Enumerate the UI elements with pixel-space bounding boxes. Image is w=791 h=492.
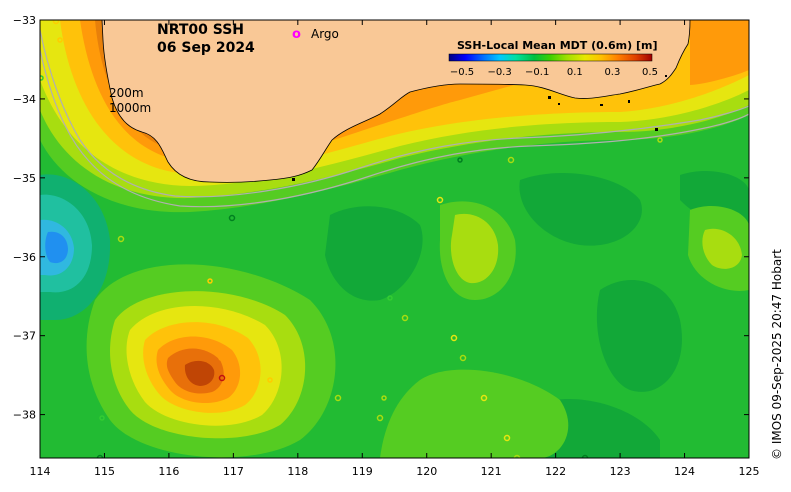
argo-float[interactable] [39, 75, 44, 81]
ssh-contour-high [702, 228, 742, 269]
y-tick-label: −34 [13, 93, 36, 106]
contour-label-200m: 200m [109, 86, 144, 100]
island [665, 75, 667, 77]
island [292, 178, 295, 181]
argo-float[interactable] [459, 354, 467, 362]
argo-float[interactable] [503, 434, 511, 442]
y-tick-label: −36 [13, 251, 36, 264]
x-tick-label: 116 [158, 465, 179, 478]
colorbar-tick-label: −0.1 [525, 67, 549, 78]
map-title: NRT00 SSH [157, 22, 244, 38]
argo-float[interactable] [513, 454, 521, 461]
ssh-contour-low [325, 206, 423, 301]
ssh-contour-low [45, 231, 68, 264]
argo-legend-marker: o [292, 27, 301, 42]
colorbar-tick-label: 0.5 [642, 67, 658, 78]
island [548, 96, 551, 99]
ssh-contour-high [184, 360, 215, 386]
argo-float[interactable] [218, 374, 226, 382]
x-tick-label: 117 [223, 465, 244, 478]
map-date: 06 Sep 2024 [157, 40, 255, 56]
x-tick-label: 120 [416, 465, 437, 478]
ssh-contour-low [596, 280, 682, 392]
x-tick-label: 119 [352, 465, 373, 478]
argo-float[interactable] [507, 156, 515, 164]
argo-float[interactable] [450, 334, 458, 342]
ssh-contour-mid [380, 369, 569, 458]
argo-float[interactable] [381, 395, 387, 401]
x-tick-label: 115 [94, 465, 115, 478]
argo-float[interactable] [480, 394, 488, 402]
x-tick-label: 114 [30, 465, 51, 478]
east-current-orange [690, 20, 749, 85]
island [628, 100, 630, 103]
argo-float[interactable] [436, 196, 444, 204]
argo-floats [39, 19, 663, 461]
x-tick-label: 121 [481, 465, 502, 478]
colorbar-tick-label: −0.5 [450, 67, 474, 78]
x-tick-label: 118 [287, 465, 308, 478]
colorbar-tick-label: 0.1 [567, 67, 583, 78]
ssh-field [39, 19, 749, 461]
bathymetry-200m [40, 29, 749, 198]
bathymetry-1000m [40, 49, 749, 208]
contour-label-1000m: 1000m [109, 101, 151, 115]
island [655, 128, 658, 131]
colorbar-ticks: −0.5 −0.3 −0.1 0.1 0.3 0.5 [450, 67, 658, 78]
argo-float[interactable] [581, 454, 589, 461]
argo-float[interactable] [376, 414, 384, 422]
y-axis: −33 −34 −35 −36 −37 −38 [13, 14, 749, 422]
argo-float[interactable] [99, 415, 105, 421]
argo-float[interactable] [117, 235, 125, 243]
credit-text: © IMOS 09-Sep-2025 20:47 Hobart [770, 249, 784, 460]
argo-float[interactable] [387, 295, 393, 301]
y-tick-label: −37 [13, 330, 36, 343]
y-tick-label: −35 [13, 172, 36, 185]
y-tick-label: −38 [13, 409, 36, 422]
island [600, 104, 603, 106]
ssh-contour-low [519, 172, 642, 246]
argo-float[interactable] [207, 278, 213, 284]
colorbar-ramp [448, 53, 653, 62]
plot-frame [39, 19, 750, 459]
ssh-contour-high [450, 213, 499, 284]
argo-float[interactable] [657, 137, 663, 143]
colorbar-tick-label: 0.3 [604, 67, 620, 78]
argo-legend-label: Argo [311, 27, 339, 41]
x-tick-label: 123 [610, 465, 631, 478]
x-tick-label: 122 [545, 465, 566, 478]
x-axis: 114 115 116 117 118 119 120 121 122 123 124 125 [30, 20, 760, 478]
argo-float[interactable] [57, 37, 63, 43]
y-tick-label: −33 [13, 14, 36, 27]
argo-float[interactable] [457, 157, 463, 163]
argo-float[interactable] [267, 377, 273, 383]
argo-float[interactable] [401, 314, 409, 322]
colorbar-title: SSH-Local Mean MDT (0.6m) [m] [457, 39, 657, 52]
argo-float[interactable] [96, 454, 104, 461]
ssh-contour-low [538, 399, 660, 458]
x-tick-label: 125 [739, 465, 760, 478]
x-tick-label: 124 [674, 465, 695, 478]
colorbar-tick-label: −0.3 [487, 67, 511, 78]
argo-float[interactable] [218, 355, 224, 361]
island [558, 103, 560, 105]
argo-float[interactable] [334, 394, 342, 402]
argo-float[interactable] [228, 214, 236, 222]
argo-float[interactable] [52, 19, 60, 25]
colorbar: SSH-Local Mean MDT (0.6m) [m] −0.5 −0.3 −0… [448, 39, 658, 78]
